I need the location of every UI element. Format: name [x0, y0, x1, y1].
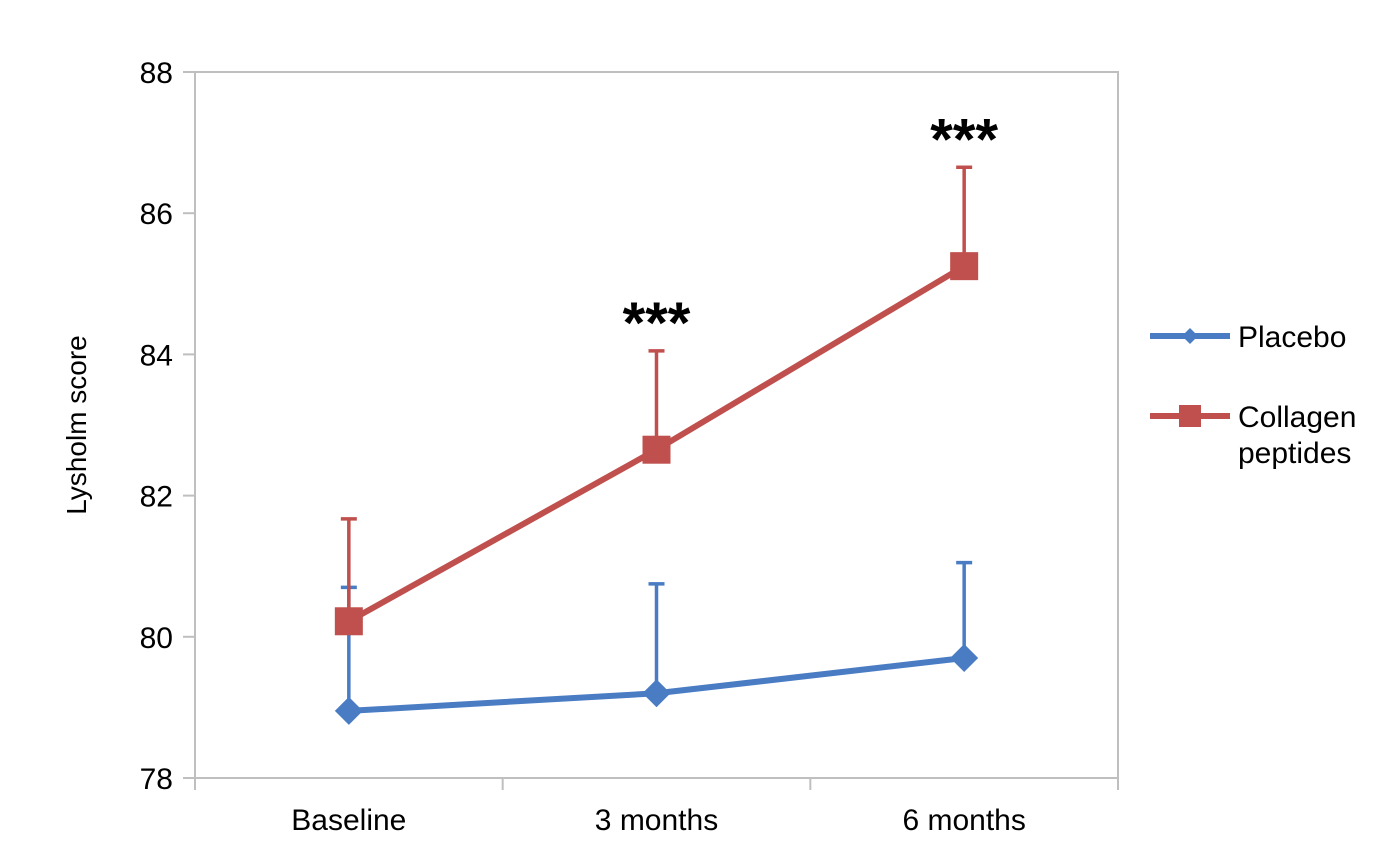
annotations: *** *** [623, 107, 999, 356]
data-point [642, 435, 671, 464]
data-point [334, 607, 363, 636]
data-point [334, 696, 363, 725]
x-tick-label: 6 months [902, 804, 1025, 837]
y-axis: 78 80 82 84 86 88 [140, 57, 195, 796]
legend-label-line: peptides [1238, 437, 1351, 470]
legend: Placebo Collagen peptides [1150, 321, 1356, 470]
y-tick-label: 84 [140, 339, 173, 372]
significance-annotation: *** [623, 291, 691, 356]
x-tick-label: 3 months [595, 804, 718, 837]
y-tick-label: 78 [140, 763, 173, 796]
y-tick-label: 82 [140, 481, 173, 514]
y-tick-label: 80 [140, 622, 173, 655]
legend-label-placebo: Placebo [1238, 321, 1346, 354]
y-axis-title: Lysholm score [61, 335, 92, 514]
x-axis: Baseline 3 months 6 months [194, 778, 1119, 837]
significance-annotation: *** [930, 107, 998, 172]
legend-marker-placebo [1182, 328, 1198, 344]
series-collagen-peptides [334, 165, 979, 636]
data-point [950, 252, 979, 281]
series-placebo [334, 560, 979, 725]
data-point [950, 643, 979, 672]
y-tick-label: 86 [140, 198, 173, 231]
plot-area [194, 71, 1119, 779]
legend-label-collagen: Collagen peptides [1238, 401, 1356, 470]
data-point [642, 679, 671, 708]
x-tick-label: Baseline [291, 804, 406, 837]
series-layer [334, 165, 979, 725]
y-tick-label: 88 [140, 57, 173, 90]
legend-label-line: Collagen [1238, 401, 1356, 434]
legend-marker-collagen [1179, 405, 1201, 427]
